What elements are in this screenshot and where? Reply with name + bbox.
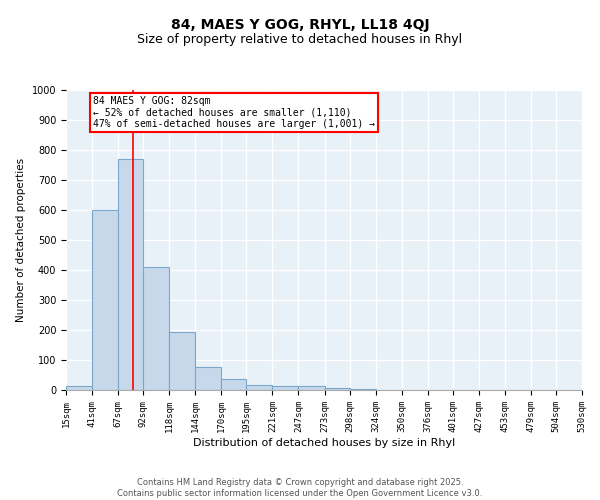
Bar (66, 386, 92, 390)
Bar (325, 388, 350, 390)
Bar (350, 388, 376, 390)
Bar (118, 159, 143, 390)
Y-axis label: Number of detached properties: Number of detached properties (16, 158, 26, 322)
Bar (247, 384, 272, 390)
Text: 84, MAES Y GOG, RHYL, LL18 4QJ: 84, MAES Y GOG, RHYL, LL18 4QJ (170, 18, 430, 32)
Bar (221, 378, 247, 390)
Text: Contains HM Land Registry data © Crown copyright and database right 2025.
Contai: Contains HM Land Registry data © Crown c… (118, 478, 482, 498)
Text: Size of property relative to detached houses in Rhyl: Size of property relative to detached ho… (137, 32, 463, 46)
Bar (169, 332, 195, 390)
Bar (298, 386, 325, 390)
X-axis label: Distribution of detached houses by size in Rhyl: Distribution of detached houses by size … (193, 438, 455, 448)
Bar (143, 267, 169, 390)
Text: 84 MAES Y GOG: 82sqm
← 52% of detached houses are smaller (1,110)
47% of semi-de: 84 MAES Y GOG: 82sqm ← 52% of detached h… (93, 96, 375, 129)
Bar (195, 367, 221, 390)
Bar (92, 210, 118, 390)
Bar (272, 386, 298, 390)
